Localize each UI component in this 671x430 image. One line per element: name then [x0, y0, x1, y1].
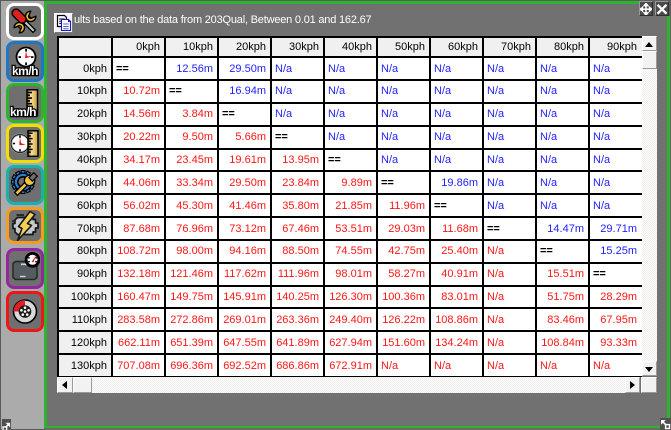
svg-text:km/h: km/h	[12, 64, 38, 77]
svg-text:km/h: km/h	[10, 105, 36, 118]
